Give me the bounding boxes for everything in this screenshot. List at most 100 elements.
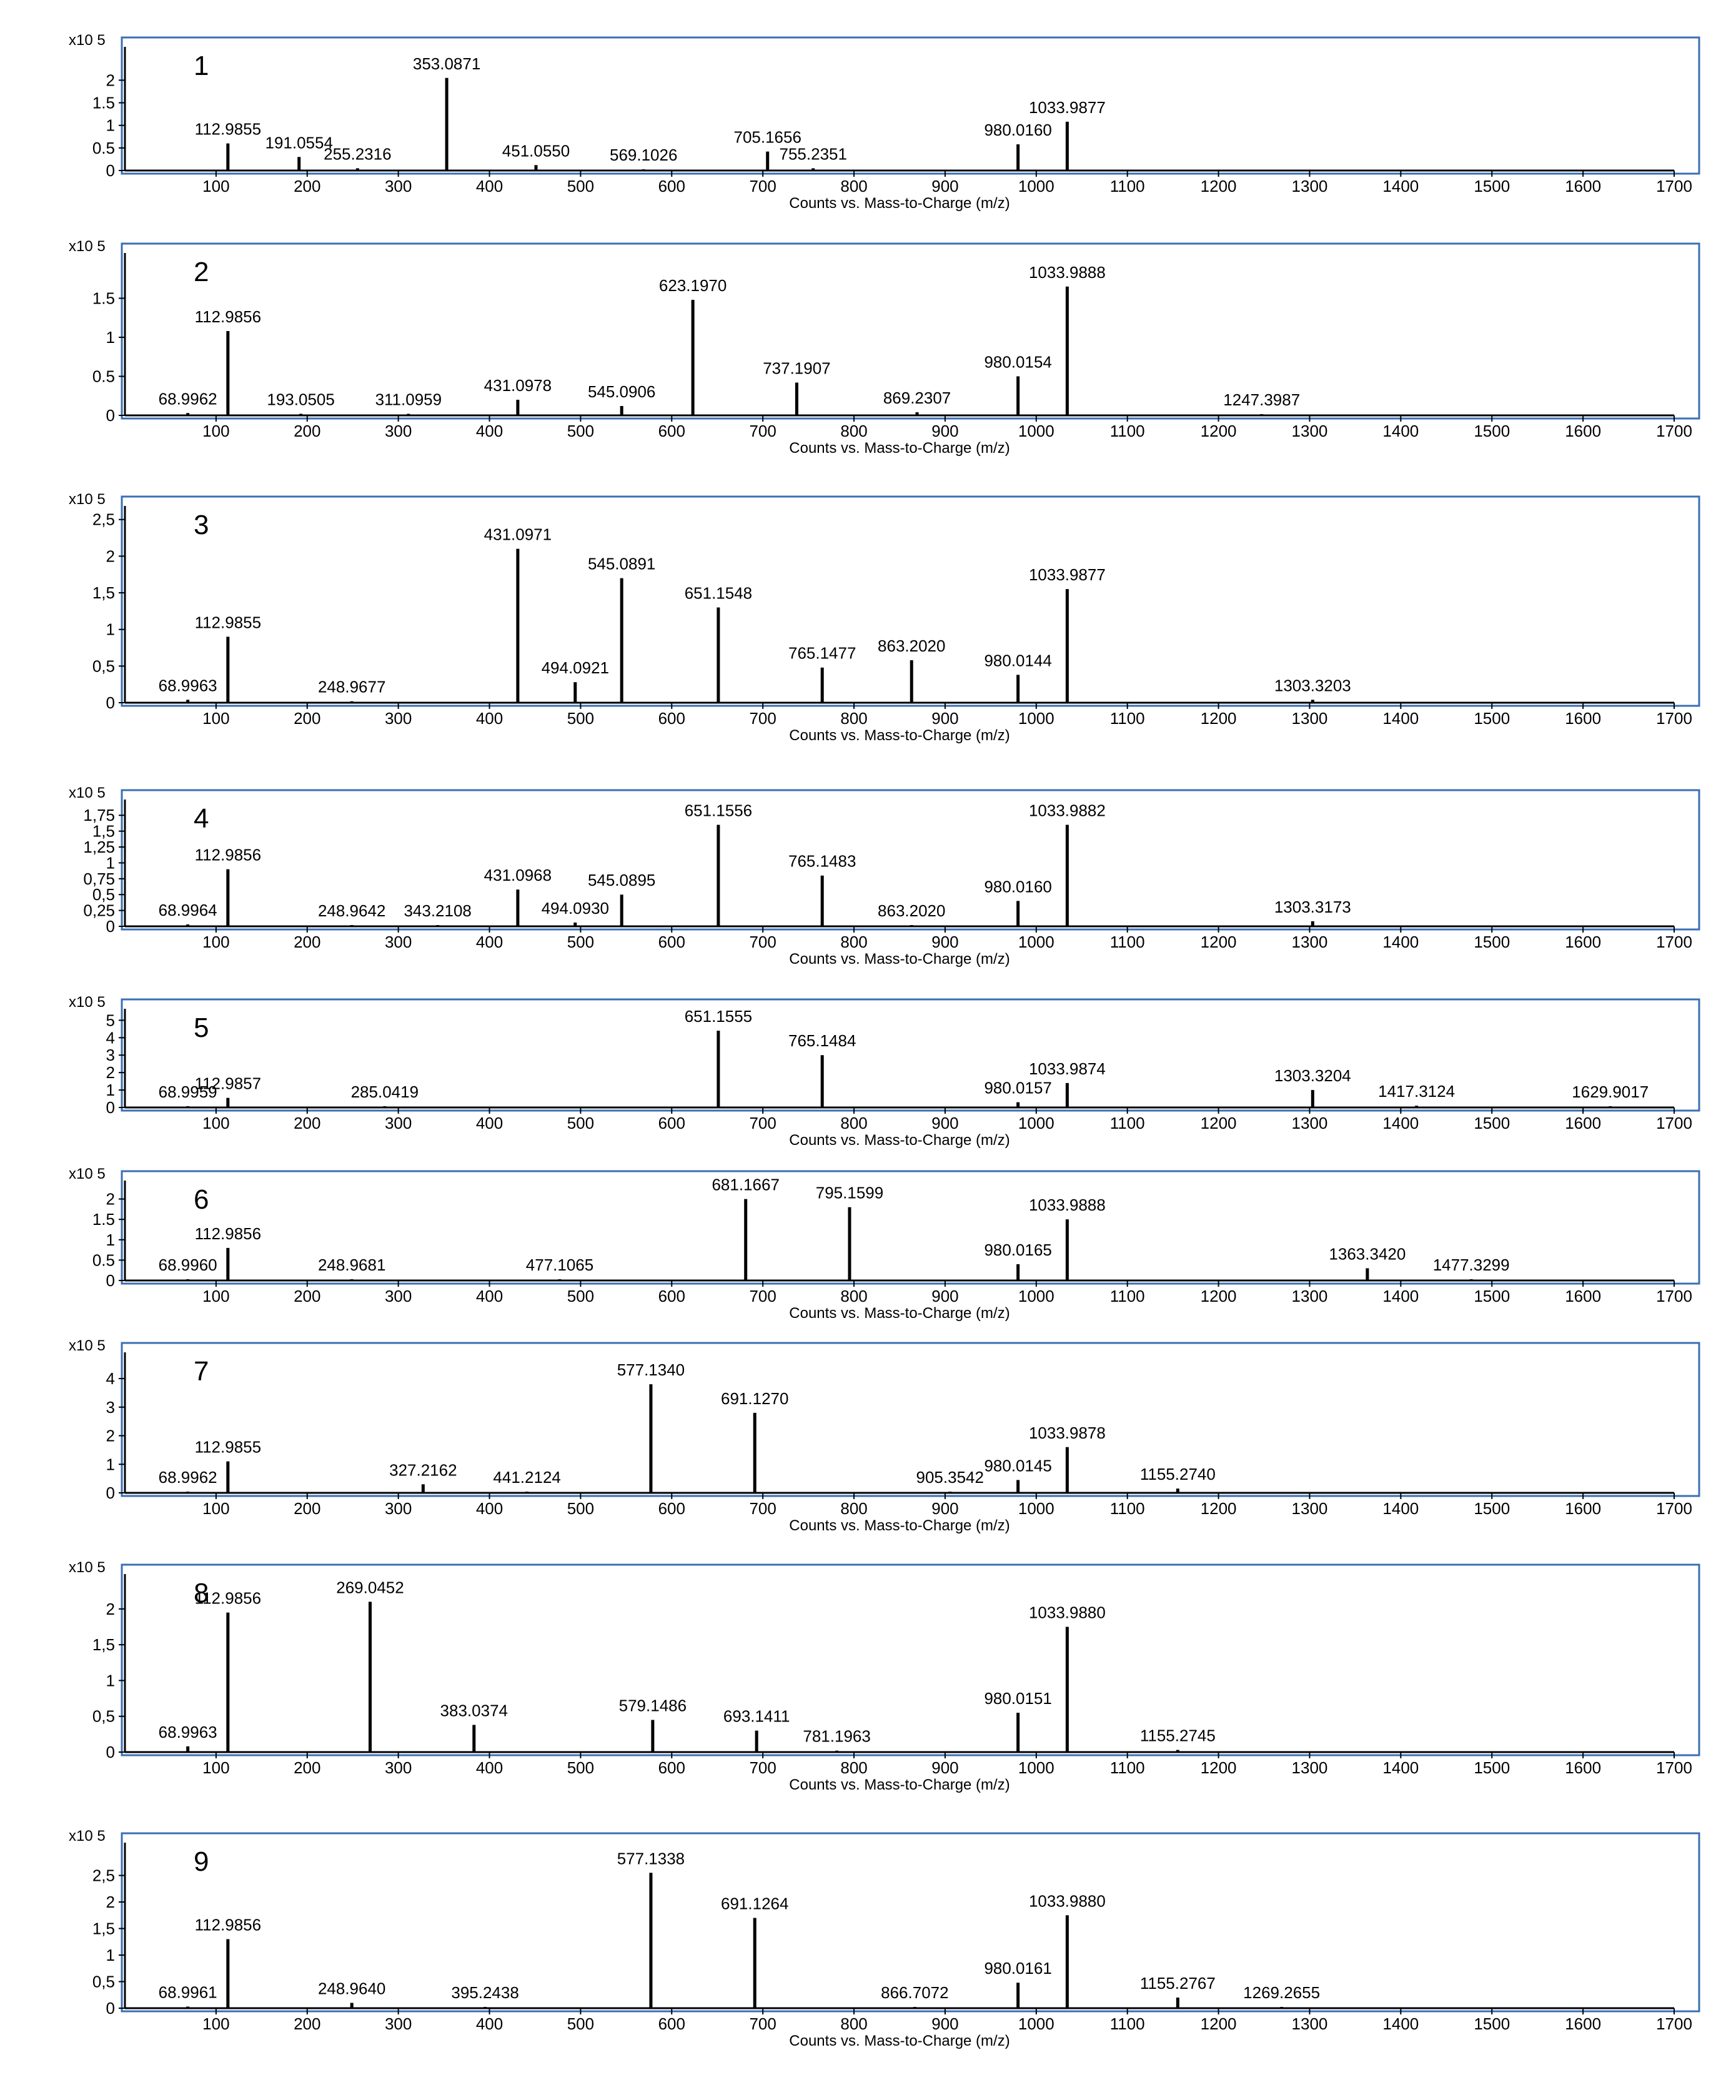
peak-label: 68.9964 bbox=[159, 901, 217, 919]
x-tick-label: 1300 bbox=[1292, 1499, 1328, 1518]
peak-label: 980.0165 bbox=[984, 1241, 1051, 1259]
peak-label: 311.0959 bbox=[375, 390, 442, 409]
spectrum-panel-7: x10 5 0 1 2 3 4 100 200 300 400 500 600 700 800 900 100… bbox=[69, 1337, 1700, 1534]
panel-number: 1 bbox=[194, 51, 209, 81]
peak-label: 1033.9880 bbox=[1029, 1891, 1106, 1910]
x-tick-label: 800 bbox=[840, 933, 867, 951]
x-tick-label: 600 bbox=[658, 1287, 685, 1305]
x-tick-label: 400 bbox=[476, 933, 503, 951]
peak-label: 193.0505 bbox=[267, 390, 334, 409]
y-tick-label: 2 bbox=[106, 1190, 115, 1209]
y-tick-label: 0 bbox=[106, 161, 115, 180]
x-tick-label: 700 bbox=[749, 422, 776, 440]
x-tick-label: 100 bbox=[202, 1758, 229, 1777]
spectrum-panel-8: x10 5 0 0,5 1 1,5 2 100 200 300 400 500 600 700 800 90… bbox=[69, 1559, 1700, 1793]
x-tick-label: 400 bbox=[476, 1758, 503, 1777]
panel-frame bbox=[121, 495, 1700, 707]
peak-label: 545.0891 bbox=[588, 555, 655, 573]
x-tick-label: 1100 bbox=[1110, 2014, 1145, 2033]
x-tick-label: 100 bbox=[202, 933, 229, 951]
x-tick-label: 1400 bbox=[1382, 422, 1419, 440]
x-tick-label: 1700 bbox=[1656, 933, 1692, 951]
y-tick-label: 2 bbox=[106, 547, 115, 565]
peak-label: 980.0161 bbox=[984, 1959, 1051, 1978]
x-tick-label: 500 bbox=[567, 933, 594, 951]
spectrum-panel-6: x10 5 0 0.5 1 1.52 100 200 300 400 500 600 700 800 90… bbox=[69, 1166, 1700, 1322]
peak-label: 1247.3987 bbox=[1223, 390, 1300, 409]
x-tick-label: 1000 bbox=[1018, 1499, 1054, 1518]
x-tick-label: 700 bbox=[749, 1499, 776, 1518]
y-tick-label: 0,5 bbox=[92, 1973, 115, 1991]
y-tick-label: 0 bbox=[106, 1743, 115, 1761]
x-tick-label: 500 bbox=[567, 1114, 594, 1132]
x-tick-label: 900 bbox=[931, 1758, 958, 1777]
x-tick-label: 1500 bbox=[1474, 2014, 1510, 2033]
peak-label: 353.0871 bbox=[413, 54, 480, 73]
x-tick-label: 1100 bbox=[1110, 709, 1145, 728]
peak-label: 1303.3203 bbox=[1274, 676, 1351, 695]
x-tick-label: 1500 bbox=[1474, 1287, 1510, 1305]
peak-label: 1363.3420 bbox=[1329, 1244, 1406, 1263]
x-tick-label: 400 bbox=[476, 422, 503, 440]
y-tick-label: 1 bbox=[106, 1671, 115, 1690]
x-tick-label: 1700 bbox=[1656, 422, 1692, 440]
peak-label: 68.9959 bbox=[159, 1082, 217, 1101]
panel-number: 2 bbox=[194, 257, 209, 287]
y-tick-label: 2 bbox=[106, 1600, 115, 1618]
x-tick-label: 1200 bbox=[1201, 933, 1237, 951]
peak-label: 68.9963 bbox=[159, 1723, 217, 1741]
peak-label: 569.1026 bbox=[610, 146, 677, 164]
peak-label: 68.9960 bbox=[159, 1256, 217, 1274]
peak-label: 494.0921 bbox=[542, 658, 609, 677]
peak-label: 441.2124 bbox=[493, 1468, 560, 1487]
peak-label: 112.9856 bbox=[195, 307, 262, 326]
y-tick-label: 1.5 bbox=[92, 289, 115, 308]
x-tick-label: 200 bbox=[294, 1114, 320, 1132]
peak-label: 681.1667 bbox=[712, 1176, 779, 1194]
x-tick-label: 1200 bbox=[1201, 177, 1237, 196]
y-tick-label: 0.5 bbox=[92, 139, 115, 157]
y-tick-label: 0.5 bbox=[92, 367, 115, 386]
x-tick-label: 200 bbox=[294, 709, 320, 728]
peak-label: 651.1556 bbox=[685, 801, 752, 820]
panel-frame bbox=[121, 1342, 1700, 1497]
peak-label: 980.0154 bbox=[984, 353, 1051, 372]
y-tick-label: 0 bbox=[106, 1098, 115, 1117]
panel-frame bbox=[121, 1563, 1700, 1756]
peak-label: 431.0978 bbox=[484, 376, 552, 395]
peak-label: 577.1338 bbox=[617, 1849, 685, 1868]
peak-label: 1033.9877 bbox=[1029, 98, 1106, 117]
y-tick-label: 0 bbox=[106, 1271, 115, 1290]
x-tick-label: 1600 bbox=[1565, 177, 1601, 196]
x-tick-label: 600 bbox=[658, 422, 685, 440]
y-tick-label: 4 bbox=[106, 1369, 115, 1388]
x-tick-label: 800 bbox=[840, 177, 867, 196]
peak-label: 68.9962 bbox=[159, 1468, 217, 1487]
x-tick-label: 1100 bbox=[1110, 933, 1145, 951]
peak-label: 112.9856 bbox=[195, 1589, 262, 1608]
x-tick-label: 1300 bbox=[1292, 1287, 1328, 1305]
x-tick-label: 1300 bbox=[1292, 1114, 1328, 1132]
panel-frame bbox=[121, 242, 1700, 420]
y-tick-label: 1.5 bbox=[92, 94, 115, 112]
peak-label: 765.1484 bbox=[788, 1031, 856, 1050]
panel-number: 9 bbox=[194, 1846, 209, 1877]
peak-label: 1033.9878 bbox=[1029, 1424, 1106, 1442]
x-tick-label: 900 bbox=[931, 1287, 958, 1305]
peak-label: 905.3542 bbox=[916, 1468, 984, 1487]
x-axis-title: Counts vs. Mass-to-Charge (m/z) bbox=[789, 2033, 1009, 2049]
x-tick-label: 1000 bbox=[1018, 1114, 1054, 1132]
x-tick-label: 1600 bbox=[1565, 1287, 1601, 1305]
peak-label: 765.1483 bbox=[788, 852, 856, 871]
x-tick-label: 1700 bbox=[1656, 709, 1692, 728]
x-tick-label: 300 bbox=[385, 422, 412, 440]
x-tick-label: 200 bbox=[294, 2014, 320, 2033]
y-tick-label: 0 bbox=[106, 693, 115, 712]
x-tick-label: 1500 bbox=[1474, 422, 1510, 440]
x-tick-label: 1000 bbox=[1018, 1287, 1054, 1305]
x-tick-label: 400 bbox=[476, 1114, 503, 1132]
y-tick-label: 1 bbox=[106, 620, 115, 639]
peak-label: 248.9640 bbox=[318, 1979, 385, 1998]
peak-label: 1155.2767 bbox=[1140, 1974, 1216, 1993]
peak-label: 651.1548 bbox=[685, 584, 752, 603]
